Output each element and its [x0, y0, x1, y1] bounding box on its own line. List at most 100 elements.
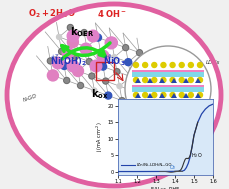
Circle shape — [119, 98, 125, 104]
Circle shape — [188, 63, 193, 67]
Circle shape — [67, 60, 79, 72]
Text: $^{+2}$: $^{+2}$ — [50, 53, 59, 59]
Bar — [132, 85, 204, 87]
Bar — [96, 62, 114, 80]
Circle shape — [152, 77, 157, 83]
Y-axis label: j (mA cm$^{-2}$): j (mA cm$^{-2}$) — [94, 122, 105, 152]
Circle shape — [197, 77, 202, 83]
Text: $\mathbf{k_{ox}}$: $\mathbf{k_{ox}}$ — [91, 87, 109, 101]
Circle shape — [80, 43, 92, 55]
Circle shape — [170, 77, 175, 83]
Circle shape — [123, 45, 129, 51]
Circle shape — [152, 63, 157, 67]
Circle shape — [188, 77, 193, 83]
Circle shape — [64, 77, 70, 84]
Circle shape — [134, 63, 139, 67]
Text: LDHs: LDHs — [206, 60, 220, 65]
Circle shape — [105, 37, 117, 49]
Circle shape — [170, 63, 175, 67]
Polygon shape — [159, 108, 165, 113]
Circle shape — [72, 53, 79, 60]
Circle shape — [128, 74, 134, 80]
Text: $\mathbf{4\ OH^-}$: $\mathbf{4\ OH^-}$ — [97, 8, 127, 19]
Polygon shape — [135, 78, 141, 83]
Circle shape — [179, 63, 184, 67]
Circle shape — [67, 36, 78, 47]
Bar — [132, 101, 204, 107]
Circle shape — [84, 44, 90, 50]
Circle shape — [105, 92, 112, 99]
Circle shape — [78, 83, 84, 88]
Bar — [132, 70, 204, 72]
Circle shape — [98, 49, 104, 55]
Polygon shape — [195, 108, 201, 113]
Circle shape — [134, 77, 139, 83]
Circle shape — [67, 30, 79, 42]
Circle shape — [67, 25, 73, 30]
Circle shape — [143, 92, 148, 98]
Circle shape — [197, 92, 202, 98]
Polygon shape — [183, 93, 189, 98]
Circle shape — [161, 77, 166, 83]
Bar — [132, 100, 204, 102]
Polygon shape — [195, 93, 201, 98]
Circle shape — [188, 92, 193, 98]
Circle shape — [179, 77, 184, 83]
Circle shape — [61, 63, 68, 70]
Text: $\mathbf{Ni(OH)_2}$: $\mathbf{Ni(OH)_2}$ — [50, 56, 87, 68]
Ellipse shape — [9, 6, 219, 184]
Bar — [132, 71, 204, 77]
Text: H$_2$O: H$_2$O — [191, 151, 203, 160]
Text: $^{+4}$: $^{+4}$ — [103, 53, 112, 59]
Circle shape — [134, 92, 139, 98]
Circle shape — [97, 50, 109, 62]
Circle shape — [161, 92, 166, 98]
Circle shape — [90, 60, 102, 72]
Circle shape — [52, 57, 64, 69]
Circle shape — [136, 50, 142, 56]
Text: $\mathbf{NiO_3}$: $\mathbf{NiO_3}$ — [103, 56, 126, 68]
Circle shape — [73, 66, 84, 77]
Circle shape — [125, 59, 132, 66]
Circle shape — [87, 30, 99, 42]
Circle shape — [103, 78, 109, 84]
Circle shape — [81, 29, 87, 36]
Circle shape — [179, 92, 184, 98]
Circle shape — [143, 63, 148, 67]
Circle shape — [57, 34, 62, 40]
Circle shape — [59, 48, 65, 54]
Circle shape — [92, 88, 97, 93]
Circle shape — [112, 55, 117, 60]
Text: N-GO: N-GO — [22, 93, 38, 103]
Polygon shape — [195, 78, 201, 83]
Polygon shape — [159, 93, 165, 98]
Polygon shape — [135, 93, 141, 98]
Polygon shape — [147, 93, 153, 98]
Circle shape — [125, 46, 211, 132]
Circle shape — [114, 69, 120, 75]
Polygon shape — [147, 78, 153, 83]
Bar — [132, 86, 204, 92]
Text: O$_2$: O$_2$ — [169, 163, 177, 172]
Circle shape — [143, 77, 148, 83]
Polygon shape — [147, 108, 153, 113]
Circle shape — [47, 58, 53, 64]
Text: $\mathbf{O_2 + 2H_2O}$: $\mathbf{O_2 + 2H_2O}$ — [28, 8, 76, 20]
Polygon shape — [183, 108, 189, 113]
Circle shape — [161, 63, 166, 67]
Circle shape — [106, 37, 117, 48]
Circle shape — [170, 92, 175, 98]
Polygon shape — [171, 108, 177, 113]
Polygon shape — [171, 93, 177, 98]
Text: (Zn)Ni–LDH/N₂-GO: (Zn)Ni–LDH/N₂-GO — [137, 163, 172, 167]
Circle shape — [100, 63, 107, 70]
Polygon shape — [183, 78, 189, 83]
X-axis label: E/V vs. RHE: E/V vs. RHE — [151, 187, 180, 189]
Circle shape — [62, 47, 74, 59]
Circle shape — [95, 34, 101, 41]
Text: $\mathbf{k_{OER}}$: $\mathbf{k_{OER}}$ — [70, 25, 94, 39]
Polygon shape — [171, 78, 177, 83]
Circle shape — [152, 92, 157, 98]
Circle shape — [86, 59, 92, 64]
Circle shape — [47, 70, 58, 81]
